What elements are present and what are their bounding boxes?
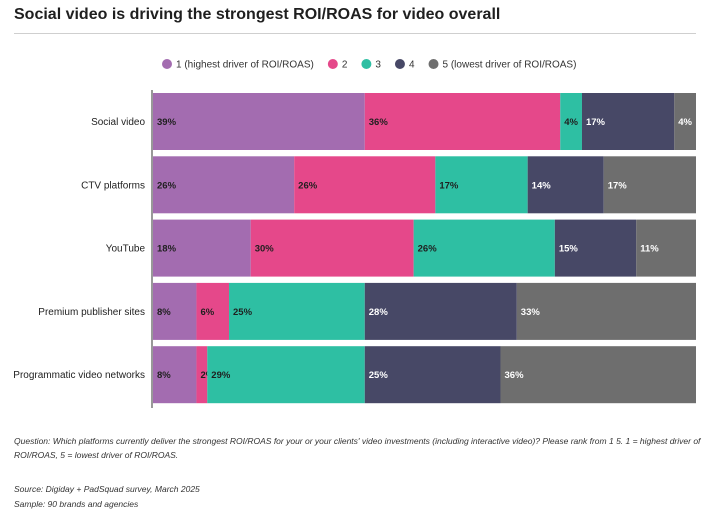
data-label-premium-publisher-sites-series-3: 25% <box>233 307 253 318</box>
bar-premium-publisher-sites-series-3 <box>229 282 365 340</box>
data-label-social-video-series-2: 36% <box>369 117 389 128</box>
legend-swatch-5 <box>428 59 439 69</box>
data-label-youtube-series-4: 15% <box>559 244 579 255</box>
data-label-ctv-platforms-series-2: 26% <box>298 180 318 191</box>
bar-ctv-platforms-series-4 <box>527 156 604 214</box>
bar-premium-publisher-sites-series-4 <box>364 282 517 340</box>
legend-item-1: 1 (highest driver of ROI/ROAS) <box>162 59 314 71</box>
legend-item-3: 3 <box>361 59 381 71</box>
chart-bars: 39% 36% 4% 17% 4% 26% 26% 17% 14% 17% 18% 30% 26% 15%… <box>153 93 696 404</box>
chart-legend: 1 (highest driver of ROI/ROAS) 2 3 4 5 (lowe… <box>162 59 576 71</box>
legend-swatch-4 <box>394 59 405 69</box>
data-label-premium-publisher-sites-series-4: 28% <box>369 307 389 318</box>
bar-premium-publisher-sites-series-5 <box>516 282 696 340</box>
data-label-programmatic-video-networks-series-5: 36% <box>505 370 525 381</box>
bar-social-video-series-4 <box>581 93 675 150</box>
data-label-social-video-series-3: 4% <box>564 117 578 128</box>
data-label-youtube-series-2: 30% <box>255 244 275 255</box>
data-label-premium-publisher-sites-series-5: 33% <box>521 307 541 318</box>
legend-label-3: 3 <box>375 60 381 71</box>
bar-programmatic-video-networks-series-2 <box>196 346 208 404</box>
sample-footnote: Sample: 90 brands and agencies <box>14 499 139 509</box>
legend-swatch-3 <box>361 59 372 69</box>
source-footnote: Source: Digiday + PadSquad survey, March… <box>14 484 200 494</box>
category-label-youtube: YouTube <box>106 244 146 255</box>
data-label-programmatic-video-networks-series-4: 25% <box>369 370 389 381</box>
legend-label-1: 1 (highest driver of ROI/ROAS) <box>176 60 314 71</box>
legend-item-4: 4 <box>394 59 415 71</box>
bar-social-video-series-2 <box>364 93 561 150</box>
bar-premium-publisher-sites-series-2 <box>196 282 230 340</box>
bar-youtube-series-5 <box>636 219 696 277</box>
bar-ctv-platforms-series-1 <box>153 156 295 214</box>
data-label-youtube-series-3: 26% <box>418 244 438 255</box>
category-axis-labels: Social video CTV platforms YouTube Premium … <box>13 117 145 381</box>
bar-ctv-platforms-series-2 <box>294 156 436 214</box>
legend-swatch-2 <box>327 59 338 69</box>
bar-programmatic-video-networks-series-5 <box>500 346 696 404</box>
bar-youtube-series-1 <box>153 219 251 277</box>
bar-social-video-series-1 <box>153 93 365 150</box>
legend-item-2: 2 <box>327 59 348 71</box>
bar-ctv-platforms-series-5 <box>603 156 696 214</box>
category-label-ctv-platforms: CTV platforms <box>81 180 145 191</box>
data-label-ctv-platforms-series-1: 26% <box>157 180 177 191</box>
data-label-social-video-series-5: 4% <box>678 117 692 128</box>
bar-social-video-series-5 <box>674 93 696 150</box>
category-label-premium-publisher-sites: Premium publisher sites <box>38 307 145 318</box>
bar-premium-publisher-sites-series-1 <box>153 282 197 340</box>
title-divider <box>14 33 696 34</box>
bar-ctv-platforms-series-3 <box>435 156 528 214</box>
data-label-ctv-platforms-series-5: 17% <box>608 180 628 191</box>
data-label-social-video-series-4: 17% <box>586 117 606 128</box>
stacked-bar-chart: 1 (highest driver of ROI/ROAS) 2 3 4 5 (lowe… <box>13 59 696 408</box>
data-label-ctv-platforms-series-3: 17% <box>439 180 459 191</box>
legend-swatch-1 <box>162 59 172 69</box>
category-label-programmatic-video-networks: Programmatic video networks <box>13 370 145 381</box>
legend-label-5: 5 (lowest driver of ROI/ROAS) <box>443 60 577 71</box>
category-label-social-video: Social video <box>91 117 145 128</box>
legend-label-4: 4 <box>409 60 415 71</box>
data-label-premium-publisher-sites-series-1: 8% <box>157 307 171 318</box>
data-label-social-video-series-1: 39% <box>157 117 177 128</box>
chart-title: Social video is driving the strongest RO… <box>14 6 501 23</box>
data-label-premium-publisher-sites-series-2: 6% <box>200 307 214 318</box>
question-footnote: Question: Which platforms currently deli… <box>14 436 701 460</box>
bar-youtube-series-3 <box>413 219 555 277</box>
data-label-programmatic-video-networks-series-3: 29% <box>211 370 231 381</box>
data-label-youtube-series-1: 18% <box>157 244 177 255</box>
bar-programmatic-video-networks-series-1 <box>153 346 197 404</box>
data-label-youtube-series-5: 11% <box>640 244 659 255</box>
bar-youtube-series-2 <box>250 219 414 277</box>
data-label-programmatic-video-networks-series-1: 8% <box>157 370 171 381</box>
legend-item-5: 5 (lowest driver of ROI/ROAS) <box>428 59 577 71</box>
data-label-ctv-platforms-series-4: 14% <box>532 180 552 191</box>
legend-label-2: 2 <box>342 60 348 71</box>
bar-programmatic-video-networks-series-4 <box>364 346 501 404</box>
bar-programmatic-video-networks-series-3 <box>207 346 365 404</box>
bar-youtube-series-4 <box>554 219 637 277</box>
bar-social-video-series-3 <box>560 93 582 150</box>
